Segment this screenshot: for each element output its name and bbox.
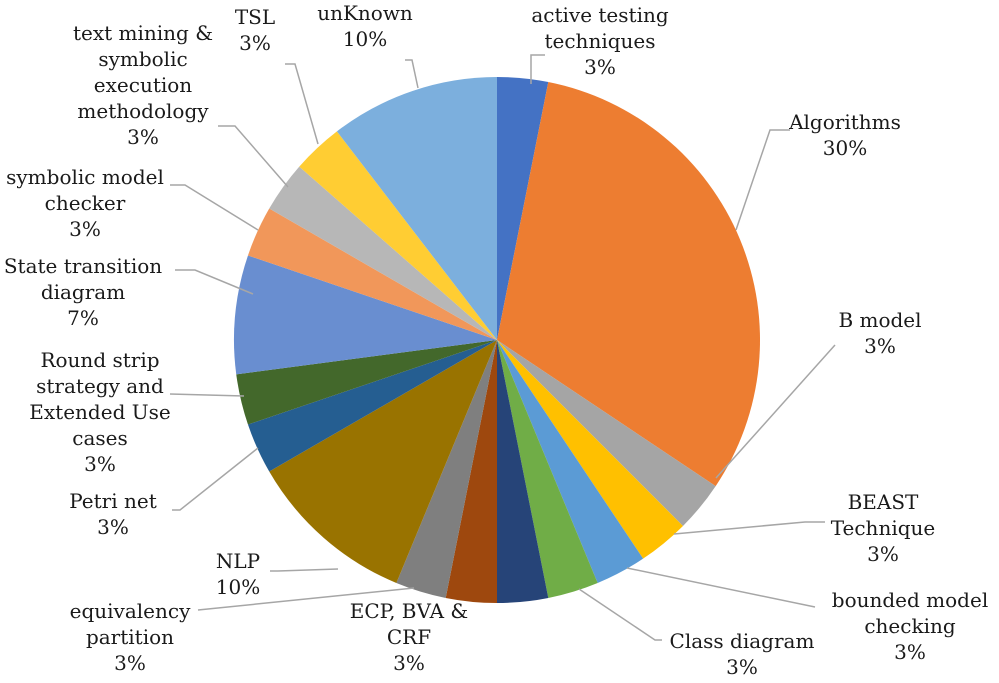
slice-state-transition-diagram [234,255,497,375]
slice-labels: active testing techniques 3% Algorithms 30% B… [4,1,988,679]
slice-text-mining-symbolic-execution-methodology [269,166,497,340]
label-ecp-bva-crf: ECP, BVA & CRF 3% [350,599,468,675]
label-b-model: B model 3% [838,308,921,358]
leader-unknown [405,59,419,89]
leader-algorithms [735,129,790,231]
slice-beast-technique [497,340,683,559]
label-class-diagram: Class diagram 3% [670,629,815,679]
label-beast-technique: BEAST Technique 3% [831,490,936,566]
slice-symbolic-model-checker [247,208,497,340]
label-tsl: TSL 3% [235,5,275,55]
slice-active-testing-techniques [497,77,549,340]
slice-algorithms [497,82,761,487]
pie-slices [234,77,761,603]
label-text-mining-symbolic-execution-methodology: text mining & symbolic execution methodolog… [73,21,213,149]
label-state-transition-diagram: State transition diagram 7% [4,254,162,330]
slice-ecp-bva-crf [497,340,549,603]
label-algorithms: Algorithms 30% [788,110,901,160]
leader-tsl [285,63,319,145]
leader-text-mining-symbolic-execution-methodology [218,125,289,188]
leader-symbolic-model-checker [170,184,259,231]
slice-equivalency-partition [445,340,497,603]
label-symbolic-model-checker: symbolic model checker 3% [6,165,164,241]
leader-round-strip-strategy-and-extended-use-cases [169,393,245,397]
label-nlp: NLP 10% [216,549,260,599]
slice-petri-net [247,340,497,472]
leader-equivalency-partition [197,587,415,611]
slice-class-diagram [497,340,598,598]
slice-gray [396,340,497,598]
leader-b-model [715,344,836,479]
leader-bounded-model-checking [626,567,816,608]
slice-tsl [299,131,497,340]
label-bounded-model-checking: bounded model checking 3% [832,588,988,664]
label-active-testing-techniques: active testing techniques 3% [531,3,669,79]
leader-nlp [270,568,339,572]
leader-active-testing-techniques [530,54,545,84]
slice-round-strip-strategy-and-extended-use-cases [236,340,497,425]
slice-unknown [336,77,497,340]
leader-petri-net [172,447,259,511]
leader-lines [169,54,836,641]
slice-b-model [497,340,716,526]
slice-bounded-model-checking [497,340,644,583]
label-round-strip-strategy-and-extended-use-cases: Round strip strategy and Extended Use cases… [29,348,170,476]
slice-nlp [269,340,497,583]
leader-beast-technique [673,521,825,535]
leader-class-diagram [578,588,662,641]
label-unknown: unKnown 10% [317,1,413,51]
label-equivalency-partition: equivalency partition 3% [70,599,191,675]
label-petri-net: Petri net 3% [69,489,157,539]
leader-state-transition-diagram [175,269,254,295]
